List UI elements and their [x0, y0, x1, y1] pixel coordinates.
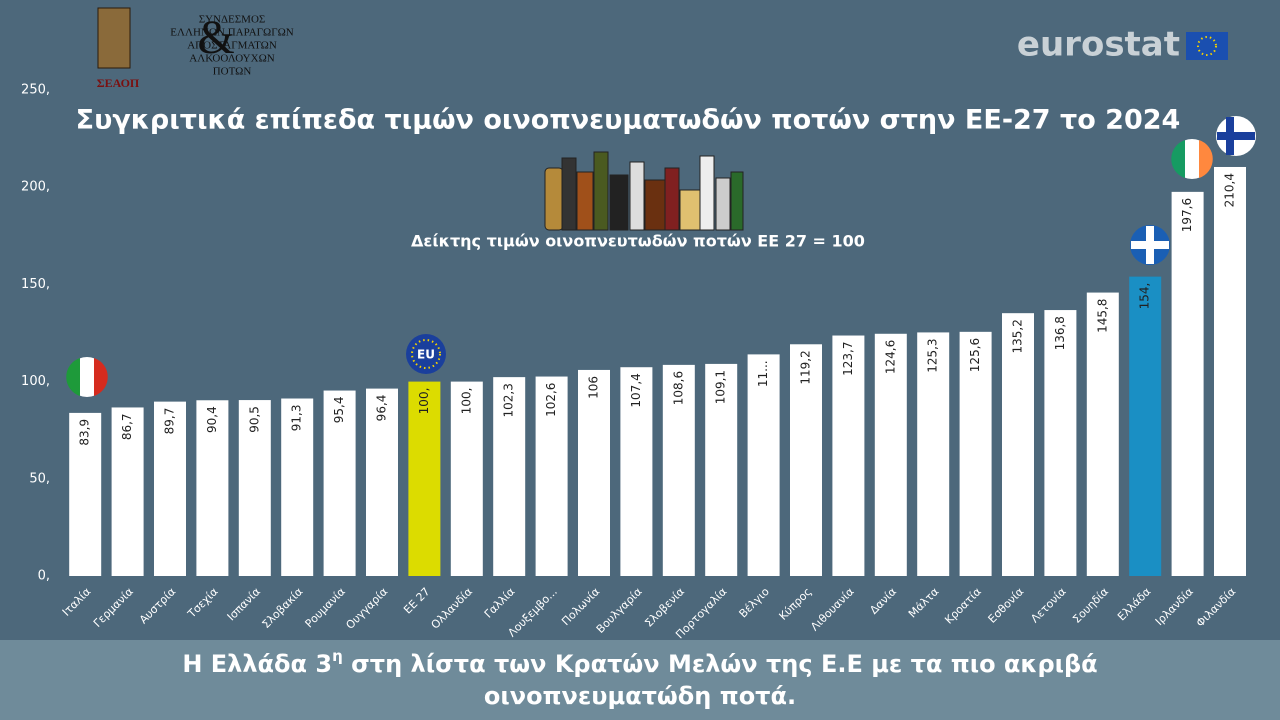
eu-stars	[1197, 36, 1217, 56]
bar	[959, 331, 992, 576]
value-label: 197,6	[1180, 198, 1194, 232]
value-label: 210,4	[1223, 173, 1237, 207]
y-tick-label: 100,	[21, 374, 50, 389]
y-tick-label: 250,	[21, 83, 50, 98]
chart-title: Συγκριτικά επίπεδα τιμών οινοπνευματωδών…	[76, 105, 1181, 136]
bar	[874, 333, 907, 576]
flag-ireland	[1171, 139, 1213, 179]
bar	[196, 400, 229, 576]
logo-icon	[97, 7, 131, 69]
bar	[1171, 191, 1204, 576]
bar	[578, 369, 610, 576]
bar	[238, 400, 271, 576]
footer-sup: η	[332, 647, 343, 665]
value-label: 102,3	[502, 383, 516, 417]
logo-line: ΑΠΟΣΤΑΓΜΑΤΩΝ	[187, 40, 277, 52]
bar	[281, 398, 314, 576]
bottles	[544, 151, 744, 231]
value-label: 95,4	[332, 397, 346, 424]
value-label: 89,7	[163, 408, 177, 435]
footer-text: Η Ελλάδα 3	[182, 650, 332, 678]
bar	[1086, 292, 1119, 576]
bar	[69, 412, 102, 576]
flag-finland	[1216, 116, 1256, 156]
bar	[917, 332, 950, 576]
value-label: 91,3	[290, 405, 304, 432]
value-label: 124,6	[883, 340, 897, 374]
value-label: 107,4	[629, 373, 643, 407]
bar	[705, 363, 738, 576]
bar	[323, 390, 356, 576]
bar	[1129, 276, 1162, 576]
footer-band	[0, 640, 1280, 720]
value-label: 90,4	[205, 406, 219, 433]
logo-ampersand: &	[197, 11, 234, 64]
bar	[154, 401, 186, 576]
value-label: 106	[587, 376, 601, 399]
value-label: 83,9	[78, 419, 92, 446]
value-label: 145,8	[1095, 299, 1109, 333]
bar	[366, 388, 398, 576]
value-label: 96,4	[375, 395, 389, 422]
bar	[450, 381, 483, 576]
value-label: 123,7	[841, 342, 855, 376]
logo-line: ΣΥΝΔΕΣΜΟΣ	[199, 14, 266, 26]
bar	[1002, 313, 1034, 576]
value-label: 100,	[459, 388, 473, 415]
flag-eu	[406, 334, 446, 374]
bar	[535, 376, 568, 576]
y-tick-label: 50,	[29, 471, 50, 486]
logo-acronym: ΣΕΑΟΠ	[97, 76, 140, 90]
value-label: 136,8	[1053, 316, 1067, 350]
value-label: 11...	[756, 360, 770, 387]
bar	[1214, 166, 1246, 576]
bar	[1044, 310, 1077, 576]
value-label: 125,6	[968, 338, 982, 372]
value-label: 119,2	[799, 350, 813, 384]
bar	[832, 335, 865, 576]
value-label: 135,2	[1011, 319, 1025, 353]
value-label: 125,3	[926, 338, 940, 372]
flag-italy	[66, 357, 108, 397]
flag-greece	[1130, 225, 1170, 265]
bar	[111, 407, 144, 576]
bar	[408, 381, 441, 576]
value-label: 109,1	[714, 370, 728, 404]
bar	[662, 364, 695, 576]
y-tick-label: 200,	[21, 180, 50, 195]
bar	[620, 367, 653, 576]
logo-line: ΑΛΚΟΟΛΟΥΧΩΝ	[189, 53, 274, 65]
bar	[493, 377, 526, 576]
value-label: 102,6	[544, 383, 558, 417]
value-label: 108,6	[671, 371, 685, 405]
footer-line1: Η Ελλάδα 3η στη λίστα των Κρατών Μελών τ…	[182, 647, 1097, 679]
chart-subtitle: Δείκτης τιμών οινοπνευτωδών ποτών ΕΕ 27 …	[411, 232, 865, 251]
brand: eurostat	[1017, 25, 1180, 65]
footer-text: στη λίστα των Κρατών Μελών της Ε.Ε με τα…	[343, 650, 1098, 678]
value-label: 100,	[417, 388, 431, 415]
eu-badge: EU	[417, 348, 435, 362]
value-label: 86,7	[120, 413, 134, 440]
logo-line: ΠΟΤΩΝ	[213, 66, 252, 78]
y-tick-label: 150,	[21, 277, 50, 292]
value-label: 90,5	[247, 406, 261, 433]
logo-line: ΕΛΛΗΝΩΝ ΠΑΡΑΓΩΓΩΝ	[170, 27, 293, 39]
footer-line2: οινοπνευματώδη ποτά.	[484, 682, 796, 710]
bar	[747, 354, 780, 576]
y-tick-label: 0,	[38, 569, 50, 584]
bar	[790, 344, 822, 576]
value-label: 154,	[1138, 283, 1152, 310]
